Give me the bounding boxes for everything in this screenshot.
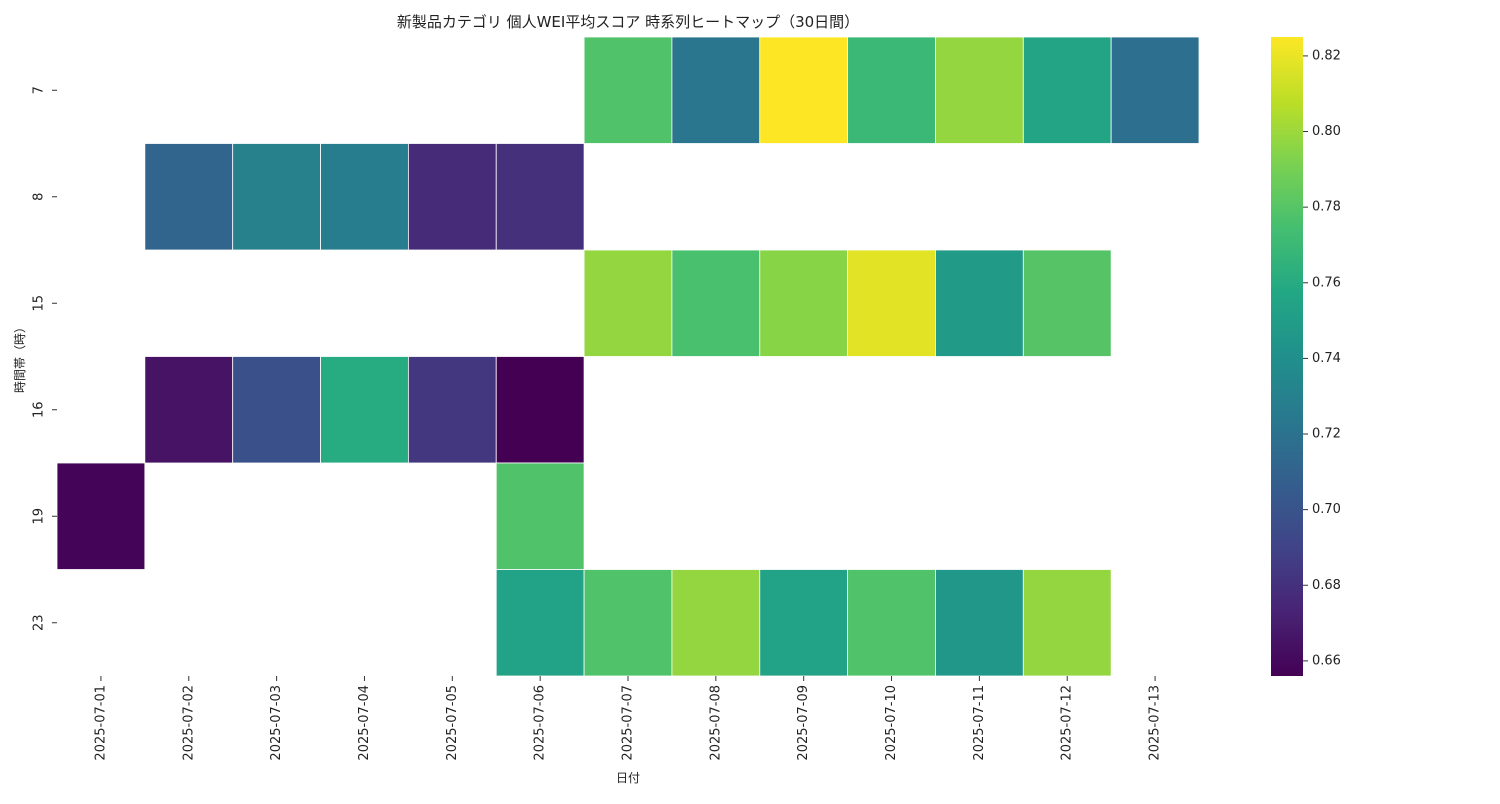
- heatmap-cell: [935, 36, 1024, 144]
- heatmap-cell: [495, 356, 585, 464]
- heatmap-cell: [847, 249, 936, 357]
- colorbar-tick-label: 0.74: [1312, 351, 1341, 366]
- heatmap-cell: [232, 356, 321, 464]
- heatmap-cell: [583, 249, 673, 357]
- x-tick-label: 2025-07-03: [269, 685, 284, 761]
- x-tick-label: 2025-07-08: [708, 685, 723, 761]
- heatmap-cell: [495, 462, 585, 570]
- y-axis-label: 時間帯（時）: [13, 321, 27, 393]
- x-axis-ticks: 2025-07-01 2025-07-02 2025-07-03 2025-07-04…: [93, 676, 1163, 761]
- y-tick-label: 7: [32, 86, 47, 94]
- colorbar-tick-label: 0.80: [1312, 124, 1341, 139]
- y-tick-label: 15: [32, 295, 47, 312]
- heatmap-cell: [935, 569, 1024, 677]
- heatmap-cell: [1110, 36, 1200, 144]
- heatmap-cell: [320, 356, 409, 464]
- heatmap-cell: [935, 249, 1024, 357]
- colorbar: 0.66 0.68 0.70 0.72 0.74 0.76 0.78 0.80 0.82: [1271, 37, 1341, 676]
- heatmap-cells: [56, 36, 1200, 677]
- heatmap-cell: [495, 143, 585, 251]
- heatmap-cell: [1022, 36, 1112, 144]
- heatmap-cell: [759, 569, 849, 677]
- heatmap-cell: [232, 143, 321, 251]
- y-tick-label: 23: [32, 614, 47, 631]
- heatmap-cell: [583, 569, 673, 677]
- x-tick-label: 2025-07-09: [796, 685, 811, 761]
- heatmap-cell: [144, 356, 234, 464]
- heatmap-cell: [56, 462, 146, 570]
- x-tick-label: 2025-07-02: [181, 685, 196, 761]
- x-tick-label: 2025-07-11: [972, 685, 987, 761]
- heatmap-cell: [320, 143, 409, 251]
- colorbar-tick-label: 0.76: [1312, 275, 1341, 290]
- heatmap-cell: [671, 36, 761, 144]
- x-tick-label: 2025-07-04: [357, 685, 372, 761]
- colorbar-tick-label: 0.66: [1312, 653, 1341, 668]
- colorbar-tick-label: 0.78: [1312, 200, 1341, 215]
- x-tick-label: 2025-07-10: [884, 685, 899, 761]
- colorbar-gradient: [1271, 37, 1303, 676]
- heatmap-cell: [1022, 249, 1112, 357]
- x-tick-label: 2025-07-13: [1148, 685, 1163, 761]
- x-axis-label: 日付: [616, 771, 640, 785]
- y-tick-label: 8: [32, 193, 47, 201]
- heatmap-cell: [144, 143, 234, 251]
- y-tick-label: 16: [32, 401, 47, 418]
- x-tick-label: 2025-07-12: [1060, 685, 1075, 761]
- colorbar-tick-label: 0.72: [1312, 427, 1341, 442]
- heatmap-cell: [847, 36, 936, 144]
- heatmap-cell: [1022, 569, 1112, 677]
- x-tick-label: 2025-07-01: [93, 685, 108, 761]
- heatmap-cell: [671, 249, 761, 357]
- heatmap-cell: [847, 569, 936, 677]
- heatmap-cell: [671, 569, 761, 677]
- heatmap-cell: [495, 569, 585, 677]
- y-tick-label: 19: [32, 508, 47, 525]
- colorbar-tick-label: 0.68: [1312, 578, 1341, 593]
- heatmap-cell: [407, 143, 497, 251]
- colorbar-tick-label: 0.82: [1312, 48, 1341, 63]
- heatmap-cell: [759, 249, 849, 357]
- chart-title: 新製品カテゴリ 個人WEI平均スコア 時系列ヒートマップ（30日間）: [397, 13, 859, 31]
- x-tick-label: 2025-07-05: [445, 685, 460, 761]
- x-tick-label: 2025-07-06: [533, 685, 548, 761]
- y-axis-ticks: 7 8 15 16 19 23: [32, 86, 57, 631]
- heatmap-cell: [759, 36, 849, 144]
- x-tick-label: 2025-07-07: [621, 685, 636, 761]
- colorbar-tick-label: 0.70: [1312, 502, 1341, 517]
- heatmap-cell: [583, 36, 673, 144]
- heatmap-cell: [407, 356, 497, 464]
